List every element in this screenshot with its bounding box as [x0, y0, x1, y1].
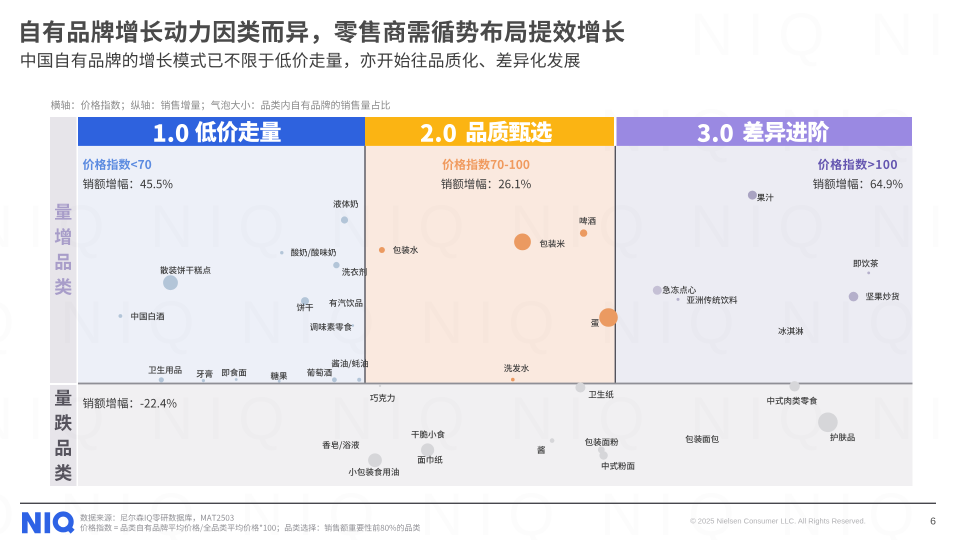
svg-text:NIQ: NIQ — [690, 193, 839, 260]
svg-text:NIQ: NIQ — [510, 193, 659, 260]
svg-text:NIQ: NIQ — [420, 481, 569, 540]
svg-text:NIQ: NIQ — [330, 193, 479, 260]
svg-text:NIQ: NIQ — [420, 289, 569, 356]
svg-text:NIQ: NIQ — [510, 385, 659, 452]
svg-text:NIQ: NIQ — [870, 193, 960, 260]
svg-text:NIQ: NIQ — [150, 193, 299, 260]
svg-text:NIQ: NIQ — [780, 481, 929, 540]
svg-text:NIQ: NIQ — [600, 481, 749, 540]
svg-text:NIQ: NIQ — [60, 289, 209, 356]
svg-text:NIQ: NIQ — [240, 289, 389, 356]
svg-text:NIQ: NIQ — [0, 193, 119, 260]
svg-text:NIQ: NIQ — [870, 1, 960, 68]
svg-text:© 2025 Nielsen Consumer LLC. A: © 2025 Nielsen Consumer LLC. All Rights … — [690, 517, 866, 526]
svg-text:NIQ: NIQ — [870, 385, 960, 452]
svg-text:NIQ: NIQ — [240, 481, 389, 540]
svg-text:NIQ: NIQ — [0, 289, 29, 356]
svg-text:NIQ: NIQ — [60, 481, 209, 540]
svg-text:6: 6 — [930, 516, 936, 528]
svg-text:NIQ: NIQ — [150, 385, 299, 452]
svg-text:NIQ: NIQ — [690, 1, 839, 68]
